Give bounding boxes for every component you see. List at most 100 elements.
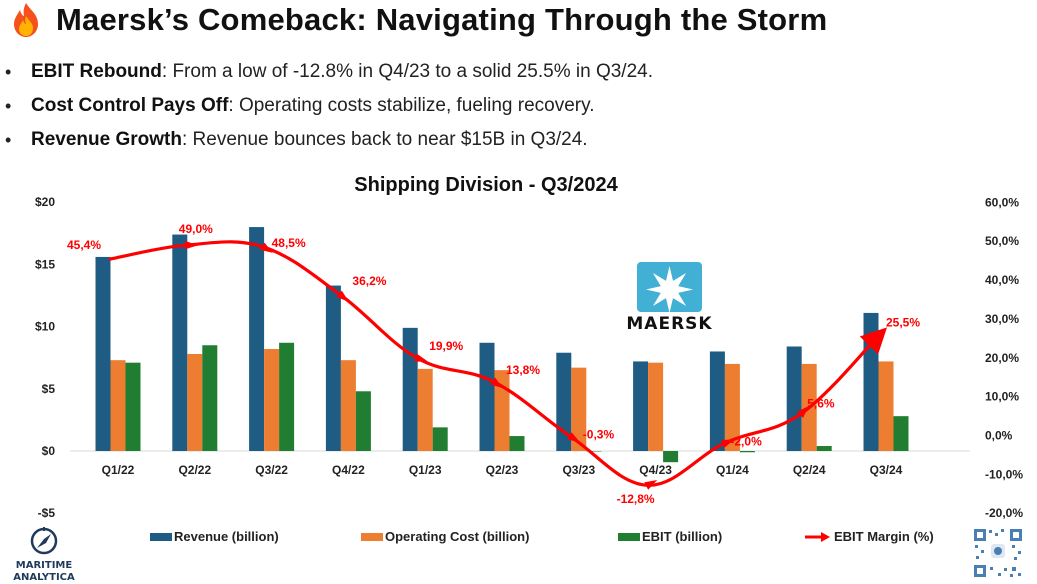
- revenue-bar: [633, 361, 649, 451]
- ebit-bar: [279, 342, 295, 451]
- ebit-margin-data-label: -12,8%: [617, 492, 655, 506]
- revenue-bar: [325, 285, 341, 451]
- x-axis-tick-label: Q4/23: [639, 463, 672, 477]
- revenue-bar: [172, 234, 188, 451]
- right-axis-tick-label: 60,0%: [985, 195, 1019, 209]
- right-axis-tick-label: 30,0%: [985, 312, 1019, 326]
- ebit-margin-point: [567, 432, 581, 443]
- x-axis-tick-label: Q3/23: [562, 463, 595, 477]
- operating-cost-bar: [264, 348, 280, 451]
- left-axis-tick-label: $10: [35, 320, 55, 334]
- bullet-heading: EBIT Rebound: [31, 61, 162, 82]
- ebit-margin-data-label: -0,3%: [583, 428, 615, 442]
- ebit-margin-point: [797, 405, 809, 418]
- maersk-logo: MAERSK: [626, 262, 712, 334]
- ebit-bar: [355, 391, 371, 451]
- ebit-margin-data-label: 5,6%: [807, 397, 835, 411]
- ebit-margin-data-label: 36,2%: [352, 274, 386, 288]
- bullet-heading: Revenue Growth: [31, 129, 182, 150]
- maersk-wordmark: MAERSK: [626, 314, 712, 334]
- revenue-bar: [556, 352, 572, 451]
- x-axis-tick-label: Q2/24: [793, 463, 826, 477]
- bullet-dot: •: [5, 96, 12, 116]
- x-axis-tick-label: Q4/22: [332, 463, 365, 477]
- legend-entry: EBIT (billion): [642, 529, 722, 544]
- fire-icon: [14, 3, 38, 37]
- logo-line-1: MARITIME: [16, 560, 73, 571]
- bullet-text: : From a low of -12.8% in Q4/23 to a sol…: [161, 61, 653, 82]
- ebit-bar: [816, 446, 832, 451]
- ebit-bar: [893, 416, 909, 451]
- bullet-text: : Revenue bounces back to near $15B in Q…: [181, 129, 588, 150]
- ebit-margin-data-label: 49,0%: [179, 222, 213, 236]
- right-axis-tick-label: 10,0%: [985, 390, 1019, 404]
- compass-needle: [37, 534, 51, 548]
- left-axis-tick-label: $0: [42, 444, 56, 458]
- legend-entry: EBIT Margin (%): [834, 529, 934, 544]
- x-axis-tick-label: Q2/22: [178, 463, 211, 477]
- ebit-margin-data-label: 45,4%: [67, 238, 101, 252]
- operating-cost-bar: [571, 367, 587, 451]
- ebit-margin-data-label: 19,9%: [429, 339, 463, 353]
- bullet-item: • Revenue Growth: Revenue bounces back t…: [0, 123, 1000, 157]
- bullet-list: • EBIT Rebound: From a low of -12.8% in …: [0, 55, 1000, 157]
- ebit-bar: [202, 345, 218, 451]
- ebit-bar: [739, 451, 755, 453]
- ebit-bar: [663, 451, 679, 463]
- right-axis-tick-label: 20,0%: [985, 351, 1019, 365]
- ebit-margin-point: [336, 290, 349, 302]
- operating-cost-bar: [110, 360, 126, 451]
- ebit-margin-data-label: 13,8%: [506, 363, 540, 377]
- logo-line-2: ANALYTICA: [13, 572, 75, 583]
- ebit-margin-data-label: 25,5%: [886, 315, 920, 329]
- bullet-item: • EBIT Rebound: From a low of -12.8% in …: [0, 55, 1000, 89]
- revenue-bar: [249, 227, 265, 451]
- right-axis-tick-label: -20,0%: [985, 506, 1023, 520]
- right-axis-tick-label: -10,0%: [985, 467, 1023, 481]
- left-axis-tick-label: $20: [35, 195, 55, 209]
- ebit-margin-point: [721, 439, 735, 448]
- ebit-margin-point: [490, 377, 503, 389]
- ebit-margin-point: [414, 353, 428, 362]
- header: Maersk’s Comeback: Navigating Through th…: [10, 0, 827, 40]
- revenue-bar: [95, 256, 111, 451]
- ebit-bar: [125, 362, 141, 451]
- ebit-margin-point: [260, 242, 273, 253]
- x-axis-tick-label: Q1/24: [716, 463, 749, 477]
- legend-entry: Revenue (billion): [174, 529, 279, 544]
- revenue-bar: [863, 312, 879, 451]
- bullet-dot: •: [5, 130, 12, 150]
- operating-cost-bar: [187, 353, 203, 451]
- ebit-margin-point: [644, 479, 658, 490]
- left-axis-tick-label: -$5: [38, 506, 56, 520]
- qr-code-icon: [972, 527, 1024, 579]
- revenue-bar: [402, 327, 418, 451]
- right-axis-tick-label: 40,0%: [985, 273, 1019, 287]
- x-axis-tick-label: Q2/23: [486, 463, 519, 477]
- bullet-item: • Cost Control Pays Off: Operating costs…: [0, 89, 1000, 123]
- maersk-star-shape: [646, 266, 693, 313]
- ebit-margin-point: [185, 240, 198, 250]
- right-axis-tick-label: 0,0%: [985, 429, 1013, 443]
- revenue-bar: [786, 346, 802, 451]
- x-axis-tick-label: Q1/22: [102, 463, 135, 477]
- legend-swatch: [361, 533, 383, 541]
- ebit-margin-data-label: 48,5%: [272, 236, 306, 250]
- revenue-bar: [479, 342, 495, 451]
- x-axis-tick-label: Q3/24: [870, 463, 903, 477]
- legend-swatch: [150, 533, 172, 541]
- x-axis-tick-label: Q3/22: [255, 463, 288, 477]
- chart-title: Shipping Division - Q3/2024: [354, 174, 618, 196]
- ebit-margin-data-label: -2,0%: [730, 434, 762, 448]
- left-axis-tick-label: $5: [42, 382, 56, 396]
- operating-cost-bar: [417, 368, 433, 451]
- bullet-text: : Operating costs stabilize, fueling rec…: [228, 95, 595, 116]
- maritime-analytica-logo: MARITIME ANALYTICA: [13, 527, 75, 583]
- ebit-bar: [432, 427, 448, 451]
- operating-cost-bar: [878, 361, 894, 451]
- operating-cost-bar: [724, 363, 740, 451]
- operating-cost-bar: [340, 360, 356, 451]
- ebit-bar: [586, 451, 602, 452]
- revenue-bar: [709, 351, 725, 451]
